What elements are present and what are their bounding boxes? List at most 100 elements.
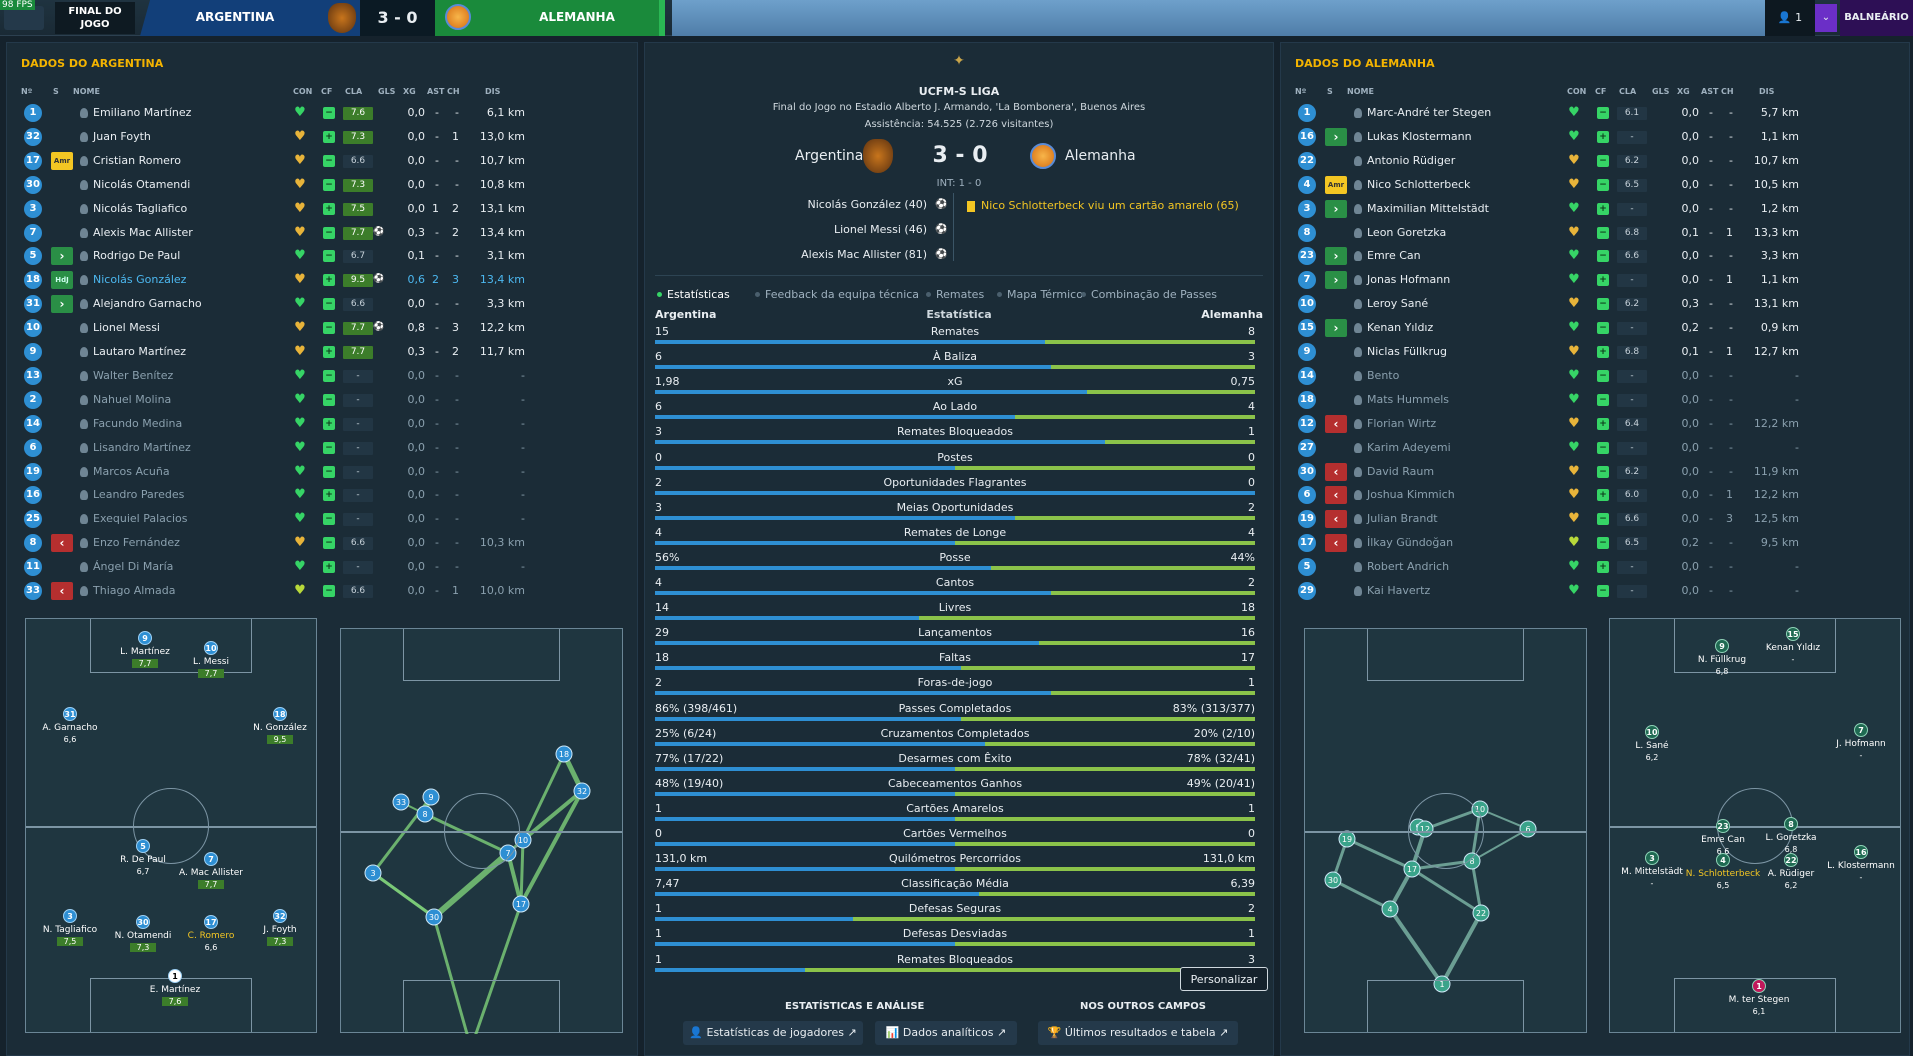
formation-player-marker[interactable]: 32 bbox=[273, 909, 287, 923]
column-header-xg[interactable]: XG bbox=[403, 87, 416, 96]
table-row[interactable]: 11 Ángel Di María ♥ + -0,0- - - bbox=[15, 555, 625, 579]
formation-player-marker[interactable]: 8 bbox=[1784, 817, 1798, 831]
table-row[interactable]: 7 › Jonas Hofmann ♥ + -0,0-1 1,1 km bbox=[1289, 268, 1899, 292]
formation-player-marker[interactable]: 16 bbox=[1854, 845, 1868, 859]
player-name[interactable]: Marcos Acuña bbox=[93, 464, 170, 478]
column-header-n[interactable]: Nº bbox=[1295, 87, 1307, 96]
player-name[interactable]: Walter Benítez bbox=[93, 368, 174, 382]
tab-feedback-da-equipa-t-cnica[interactable]: Feedback da equipa técnica bbox=[765, 288, 920, 301]
table-row[interactable]: 1 Marc-André ter Stegen ♥ −6.1 0,0- -5,7 km bbox=[1289, 101, 1899, 125]
table-row[interactable]: 16 Leandro Paredes ♥ + -0,0- - - bbox=[15, 483, 625, 507]
column-header-n[interactable]: Nº bbox=[21, 87, 33, 96]
tab-remates[interactable]: Remates bbox=[936, 288, 985, 301]
table-row[interactable]: 17 Amr Cristian Romero ♥ −6.6 0,0- -10,7 km bbox=[15, 149, 625, 173]
column-header-ch[interactable]: CH bbox=[447, 87, 460, 96]
column-header-gls[interactable]: GLS bbox=[378, 87, 396, 96]
player-name[interactable]: Kenan Yıldız bbox=[1367, 321, 1434, 335]
player-name[interactable]: Marc-André ter Stegen bbox=[1367, 106, 1492, 119]
table-row[interactable]: 10 Leroy Sané ♥ −6.2 0,3- -13,1 km bbox=[1289, 292, 1899, 316]
table-row[interactable]: 14 Bento ♥ − -0,0- - - bbox=[1289, 364, 1899, 388]
player-name[interactable]: Thiago Almada bbox=[93, 584, 176, 597]
formation-player-marker[interactable]: 7 bbox=[1854, 723, 1868, 737]
player-name[interactable]: Nicolás Otamendi bbox=[93, 177, 191, 191]
formation-player-marker[interactable]: 17 bbox=[204, 915, 218, 929]
player-name[interactable]: Alejandro Garnacho bbox=[93, 297, 202, 311]
table-row[interactable]: 1 Emiliano Martínez ♥ −7.6 0,0- -6,1 km bbox=[15, 101, 625, 125]
player-name[interactable]: Nicolás Tagliafico bbox=[93, 201, 188, 215]
table-row[interactable]: 19 Marcos Acuña ♥ − -0,0- - - bbox=[15, 460, 625, 484]
player-name[interactable]: Nahuel Molina bbox=[93, 392, 172, 406]
personalizar-button[interactable]: Personalizar bbox=[1180, 967, 1268, 991]
formation-player-marker[interactable]: 30 bbox=[136, 915, 150, 929]
column-header-cf[interactable]: CF bbox=[321, 87, 333, 96]
formation-player-marker[interactable]: 5 bbox=[136, 839, 150, 853]
table-row[interactable]: 25 Exequiel Palacios ♥ − -0,0- - - bbox=[15, 507, 625, 531]
column-header-xg[interactable]: XG bbox=[1677, 87, 1690, 96]
player-name[interactable]: Lautaro Martínez bbox=[93, 345, 187, 358]
player-name[interactable]: Nico Schlotterbeck bbox=[1367, 177, 1471, 191]
player-name[interactable]: Mats Hummels bbox=[1367, 392, 1450, 406]
player-name[interactable]: Florian Wirtz bbox=[1367, 416, 1437, 430]
player-name[interactable]: İlkay Gündoğan bbox=[1367, 536, 1454, 550]
column-header-cla[interactable]: CLA bbox=[1619, 87, 1637, 96]
table-row[interactable]: 17 ‹ İlkay Gündoğan ♥ −6.5 0,2- -9,5 km bbox=[1289, 531, 1899, 555]
table-row[interactable]: 27 Karim Adeyemi ♥ − -0,0- - - bbox=[1289, 436, 1899, 460]
player-name[interactable]: Bento bbox=[1367, 368, 1400, 382]
player-name[interactable]: Kai Havertz bbox=[1367, 584, 1431, 597]
table-row[interactable]: 31 › Alejandro Garnacho ♥ −6.6 0,0- -3,3 km bbox=[15, 292, 625, 316]
column-header-gls[interactable]: GLS bbox=[1652, 87, 1670, 96]
table-row[interactable]: 16 › Lukas Klostermann ♥ + -0,0- -1,1 km bbox=[1289, 125, 1899, 149]
column-header-cf[interactable]: CF bbox=[1595, 87, 1607, 96]
table-row[interactable]: 6 ‹ Joshua Kimmich ♥ +6.0 0,0-1 12,2 km bbox=[1289, 483, 1899, 507]
player-name[interactable]: Joshua Kimmich bbox=[1367, 488, 1455, 502]
player-name[interactable]: Facundo Medina bbox=[93, 416, 183, 430]
formation-player-marker[interactable]: 10 bbox=[1645, 725, 1659, 739]
player-name[interactable]: David Raum bbox=[1367, 464, 1435, 478]
formation-player-marker[interactable]: 1 bbox=[168, 969, 182, 983]
tab-estat-sticas[interactable]: Estatísticas bbox=[667, 288, 730, 301]
player-name[interactable]: Jonas Hofmann bbox=[1367, 273, 1451, 287]
table-row[interactable]: 13 Walter Benítez ♥ − -0,0- - - bbox=[15, 364, 625, 388]
player-name[interactable]: Emre Can bbox=[1367, 249, 1421, 263]
formation-player-marker[interactable]: 3 bbox=[1645, 851, 1659, 865]
table-row[interactable]: 5 › Rodrigo De Paul ♥ −6.7 0,1- -3,1 km bbox=[15, 244, 625, 268]
column-header-ast[interactable]: AST bbox=[427, 87, 445, 96]
formation-player-marker[interactable]: 3 bbox=[63, 909, 77, 923]
table-row[interactable]: 14 Facundo Medina ♥ + -0,0- - - bbox=[15, 412, 625, 436]
formation-player-marker[interactable]: 9 bbox=[1715, 639, 1729, 653]
formation-player-marker[interactable]: 10 bbox=[204, 641, 218, 655]
table-row[interactable]: 18 Mats Hummels ♥ − -0,0- - - bbox=[1289, 388, 1899, 412]
player-name[interactable]: Maximilian Mittelstädt bbox=[1367, 201, 1489, 215]
table-row[interactable]: 33 ‹ Thiago Almada ♥ −6.6 0,0-1 10,0 km bbox=[15, 579, 625, 603]
player-name[interactable]: Karim Adeyemi bbox=[1367, 440, 1451, 454]
app-logo-icon[interactable] bbox=[4, 6, 44, 30]
column-header-nome[interactable]: NOME bbox=[73, 87, 100, 96]
table-row[interactable]: 6 Lisandro Martínez ♥ − -0,0- - - bbox=[15, 436, 625, 460]
table-row[interactable]: 3 Nicolás Tagliafico ♥ +7.5 0,0 1 2 13,1 km bbox=[15, 197, 625, 221]
player-name[interactable]: Niclas Füllkrug bbox=[1367, 345, 1448, 358]
column-header-s[interactable]: S bbox=[53, 87, 59, 96]
latest-results-button[interactable]: 🏆 Últimos resultados e tabela ↗ bbox=[1038, 1021, 1238, 1045]
formation-player-marker[interactable]: 9 bbox=[138, 631, 152, 645]
player-name[interactable]: Exequiel Palacios bbox=[93, 512, 188, 526]
tab-mapa-t-rmico[interactable]: Mapa Térmico bbox=[1007, 288, 1083, 301]
player-name[interactable]: Robert Andrich bbox=[1367, 560, 1450, 574]
table-row[interactable]: 12 ‹ Florian Wirtz ♥ +6.4 0,0- -12,2 km bbox=[1289, 412, 1899, 436]
tab-combina-o-de-passes[interactable]: Combinação de Passes bbox=[1091, 288, 1217, 301]
table-row[interactable]: 19 ‹ Julian Brandt ♥ −6.6 0,0-3 12,5 km bbox=[1289, 507, 1899, 531]
table-row[interactable]: 8 ‹ Enzo Fernández ♥ −6.6 0,0- -10,3 km bbox=[15, 531, 625, 555]
player-name[interactable]: Lukas Klostermann bbox=[1367, 129, 1472, 143]
table-row[interactable]: 30 ‹ David Raum ♥ −6.2 0,0- -11,9 km bbox=[1289, 460, 1899, 484]
table-row[interactable]: 2 Nahuel Molina ♥ − -0,0- - - bbox=[15, 388, 625, 412]
column-header-s[interactable]: S bbox=[1327, 87, 1333, 96]
player-name[interactable]: Lionel Messi bbox=[93, 321, 160, 335]
player-name[interactable]: Alexis Mac Allister bbox=[93, 225, 193, 239]
column-header-cla[interactable]: CLA bbox=[345, 87, 363, 96]
table-row[interactable]: 10 Lionel Messi ♥ −7.7 ⚽ 0,8-3 12,2 km bbox=[15, 316, 625, 340]
player-name[interactable]: Ángel Di María bbox=[93, 560, 174, 574]
table-row[interactable]: 8 Leon Goretzka ♥ −6.8 0,1-1 13,3 km bbox=[1289, 221, 1899, 245]
player-name[interactable]: Rodrigo De Paul bbox=[93, 249, 181, 263]
table-row[interactable]: 23 › Emre Can ♥ −6.6 0,0- -3,3 km bbox=[1289, 244, 1899, 268]
table-row[interactable]: 29 Kai Havertz ♥ − -0,0- - - bbox=[1289, 579, 1899, 603]
table-row[interactable]: 22 Antonio Rüdiger ♥ −6.2 0,0- -10,7 km bbox=[1289, 149, 1899, 173]
